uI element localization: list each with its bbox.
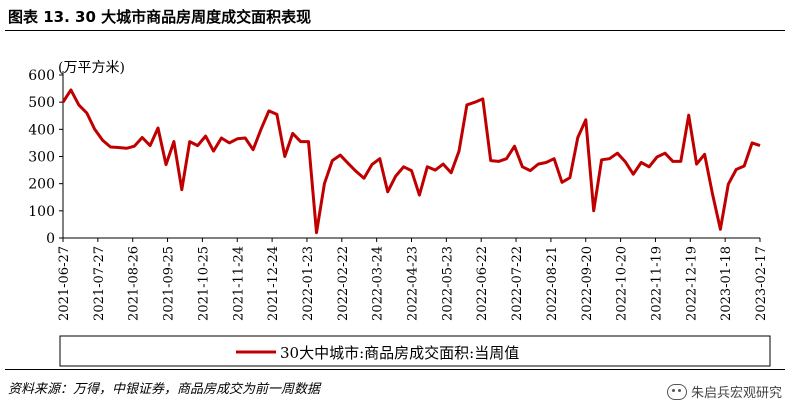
- wechat-icon: [666, 383, 687, 400]
- source-note: 资料来源：万得，中银证券，商品房成交为前一周数据: [8, 382, 321, 397]
- line-chart: 0 100 200 300 400 500 600 2021-06-27 2021-07-27…: [28, 60, 771, 367]
- x-tick-label: 2022-11-19: [649, 246, 664, 321]
- x-tick-label: 2021-12-24: [266, 246, 281, 321]
- legend-label: 30大中城市:商品房成交面积:当周值: [280, 344, 519, 362]
- y-tick-label: 600: [28, 68, 55, 84]
- x-tick-label: 2021-10-25: [196, 246, 211, 321]
- y-tick-label: 0: [46, 231, 55, 247]
- x-tick-label: 2022-04-23: [406, 246, 421, 321]
- x-tick-label: 2021-07-27: [92, 246, 107, 321]
- x-tick-label: 2021-09-25: [162, 246, 177, 321]
- y-axis-ticks: 0 100 200 300 400 500 600: [28, 68, 63, 247]
- y-tick-label: 300: [28, 150, 55, 166]
- x-tick-label: 2022-10-20: [615, 246, 630, 321]
- title-rule: [5, 30, 785, 31]
- y-unit-label: (万平方米): [58, 60, 125, 76]
- x-tick-label: 2022-08-21: [545, 246, 560, 321]
- x-tick-label: 2022-07-22: [510, 246, 525, 321]
- x-tick-label: 2022-09-20: [580, 246, 595, 321]
- x-tick-label: 2021-11-24: [231, 246, 246, 321]
- chart-axes: [62, 71, 760, 239]
- y-tick-label: 200: [28, 177, 55, 193]
- legend-box: [59, 335, 771, 367]
- x-tick-label: 2022-01-23: [301, 246, 316, 321]
- y-tick-label: 100: [28, 204, 55, 220]
- x-tick-label: 2022-06-22: [475, 246, 490, 321]
- x-tick-label: 2022-12-19: [684, 246, 699, 321]
- x-tick-label: 2022-03-24: [371, 246, 386, 321]
- watermark: 朱启兵宏观研究: [666, 382, 782, 401]
- x-axis-ticks: 2021-06-27 2021-07-27 2021-08-26 2021-09-25…: [57, 238, 769, 321]
- watermark-text: 朱启兵宏观研究: [690, 386, 782, 401]
- legend: 30大中城市:商品房成交面积:当周值: [59, 335, 771, 367]
- footer-rule: [5, 369, 785, 370]
- x-tick-label: 2021-08-26: [127, 246, 142, 321]
- y-tick-label: 500: [28, 95, 55, 111]
- x-tick-label: 2022-05-23: [440, 246, 455, 321]
- x-tick-label: 2021-06-27: [57, 246, 72, 321]
- x-tick-label: 2023-01-18: [719, 246, 734, 321]
- chart-title: 图表 13. 30 大城市商品房周度成交面积表现: [8, 8, 312, 26]
- y-tick-label: 400: [28, 122, 55, 138]
- series-line: [61, 88, 761, 235]
- x-tick-label: 2023-02-17: [754, 246, 769, 321]
- x-tick-label: 2022-02-22: [336, 246, 351, 321]
